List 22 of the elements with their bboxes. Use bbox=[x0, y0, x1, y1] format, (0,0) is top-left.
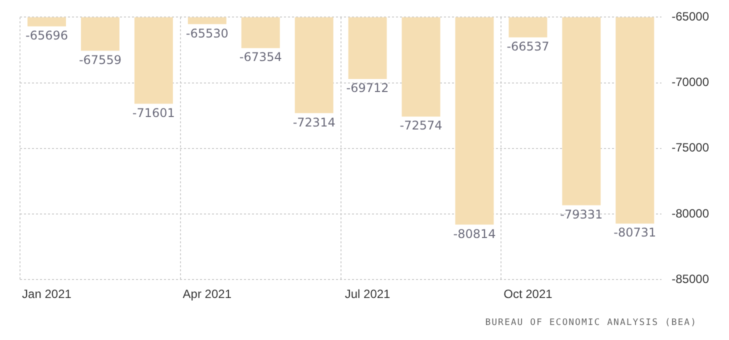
data-label: -80731 bbox=[614, 226, 656, 240]
data-label: -80814 bbox=[453, 226, 496, 241]
x-tick-label: Apr 2021 bbox=[182, 287, 232, 302]
y-tick-label: -85000 bbox=[672, 272, 710, 286]
data-label: -79331 bbox=[560, 207, 603, 222]
data-label: -67354 bbox=[239, 50, 282, 64]
data-label: -67559 bbox=[78, 52, 122, 67]
data-label: -65530 bbox=[186, 26, 228, 40]
data-label: -69712 bbox=[346, 81, 389, 96]
data-label: -72574 bbox=[400, 118, 442, 133]
y-tick-label: -75000 bbox=[672, 140, 710, 155]
data-label: -65696 bbox=[25, 28, 68, 42]
x-tick-label: Oct 2021 bbox=[504, 287, 553, 302]
data-label: -71601 bbox=[132, 106, 175, 120]
x-tick-label: Jan 2021 bbox=[22, 287, 72, 302]
data-label: -66537 bbox=[506, 39, 550, 54]
text: BUREAU OF ECONOMIC ANALYSIS (BEA) bbox=[485, 318, 697, 328]
y-tick-label: -70000 bbox=[672, 75, 710, 90]
x-tick-label: Jul 2021 bbox=[344, 287, 391, 302]
y-tick-label: -80000 bbox=[672, 206, 710, 220]
y-tick-label: -65000 bbox=[672, 10, 710, 24]
data-label: -72314 bbox=[292, 115, 336, 130]
